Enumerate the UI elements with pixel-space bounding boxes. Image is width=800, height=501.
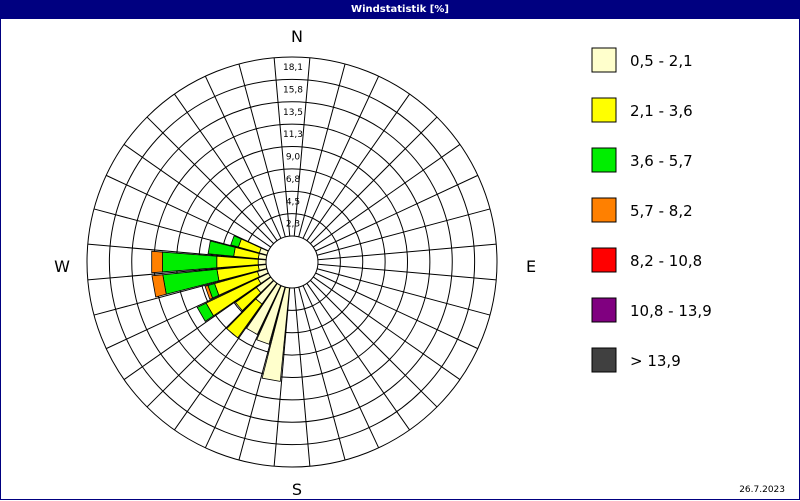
grid-spoke xyxy=(317,263,497,281)
grid-spoke xyxy=(315,174,479,252)
legend-label: 8,2 - 10,8 xyxy=(630,252,702,270)
grid-ring xyxy=(131,101,453,423)
legend-label: 0,5 - 2,1 xyxy=(630,52,693,70)
grid-ring xyxy=(86,56,498,468)
polar-grid xyxy=(86,56,498,468)
grid-spoke xyxy=(317,243,497,261)
grid-spoke xyxy=(306,283,410,431)
legend-swatch xyxy=(591,147,617,173)
grid-spoke xyxy=(93,208,268,256)
legend-swatch xyxy=(591,297,617,323)
wind-sector-bar xyxy=(204,284,213,300)
calm-circle-group xyxy=(265,235,319,289)
grid-spoke xyxy=(273,287,291,467)
legend-swatch xyxy=(591,197,617,223)
legend-label: 3,6 - 5,7 xyxy=(630,152,693,170)
legend-label: 5,7 - 8,2 xyxy=(630,202,693,220)
legend-swatch xyxy=(591,347,617,373)
grid-spoke xyxy=(174,93,278,241)
grid-spoke xyxy=(174,283,278,431)
compass-west-label: W xyxy=(54,257,70,276)
grid-spoke xyxy=(123,144,271,248)
legend-swatch xyxy=(591,47,617,73)
radial-tick-label: 15,8 xyxy=(283,85,303,95)
radial-tick-label: 6,8 xyxy=(286,175,301,185)
radial-tick-label: 11,3 xyxy=(283,130,303,140)
legend-label: 2,1 - 3,6 xyxy=(630,102,693,120)
wind-sector-bar xyxy=(261,261,293,382)
grid-spoke xyxy=(298,63,346,238)
compass-east-label: E xyxy=(526,257,536,276)
grid-spoke xyxy=(302,285,380,449)
grid-spoke xyxy=(293,287,311,467)
grid-spoke xyxy=(310,280,438,408)
grid-spoke xyxy=(146,280,274,408)
legend-swatch xyxy=(591,97,617,123)
wind-sector-bar xyxy=(196,302,214,322)
radial-tick-label: 9,0 xyxy=(286,153,301,163)
wind-sector-bar xyxy=(151,274,167,298)
grid-spoke xyxy=(105,174,269,252)
grid-spoke xyxy=(204,285,282,449)
radial-tick-label: 2,3 xyxy=(286,220,300,230)
wind-sector-bar xyxy=(207,240,236,257)
grid-spoke xyxy=(238,286,286,461)
date-stamp: 26.7.2023 xyxy=(739,485,785,495)
grid-spoke xyxy=(238,63,286,238)
radial-tick-label: 4,5 xyxy=(286,197,300,207)
grid-spoke xyxy=(313,144,461,248)
grid-spoke xyxy=(306,93,410,241)
grid-spoke xyxy=(298,286,346,461)
grid-spoke xyxy=(310,116,438,244)
radial-tick-labels: 2,3 4,5 6,8 9,0 11,3 13,5 15,8 18,1 xyxy=(283,63,303,230)
radial-tick-label: 18,1 xyxy=(283,63,303,73)
grid-spoke xyxy=(315,272,479,350)
grid-spoke xyxy=(316,268,491,316)
grid-spoke xyxy=(313,276,461,380)
grid-spoke xyxy=(302,75,380,239)
calm-circle xyxy=(265,235,319,289)
wind-sector-bar xyxy=(230,235,242,248)
compass-north-label: N xyxy=(291,27,303,46)
sector-bars xyxy=(151,235,293,382)
legend: 0,5 - 2,1 2,1 - 3,6 3,6 - 5,7 5,7 - 8,2 8,2 … xyxy=(591,47,712,373)
wind-sector-bar xyxy=(234,286,262,312)
grid-spoke xyxy=(87,243,267,261)
compass-south-label: S xyxy=(292,480,302,499)
radial-tick-label: 13,5 xyxy=(283,108,303,118)
legend-label: 10,8 - 13,9 xyxy=(630,302,712,320)
grid-spoke xyxy=(146,116,274,244)
grid-spoke xyxy=(273,57,291,237)
wind-sector-bar xyxy=(226,298,263,339)
legend-swatch xyxy=(591,247,617,273)
grid-ring xyxy=(108,78,476,446)
grid-spoke xyxy=(105,272,269,350)
legend-label: > 13,9 xyxy=(630,352,681,370)
grid-spoke xyxy=(316,208,491,256)
grid-spoke xyxy=(123,276,271,380)
grid-spoke xyxy=(204,75,282,239)
grid-spoke xyxy=(87,263,267,281)
wind-sector-bar xyxy=(151,250,163,274)
window-title: Windstatistik [%] xyxy=(1,1,799,19)
grid-spoke xyxy=(293,57,311,237)
grid-spoke xyxy=(93,268,268,316)
